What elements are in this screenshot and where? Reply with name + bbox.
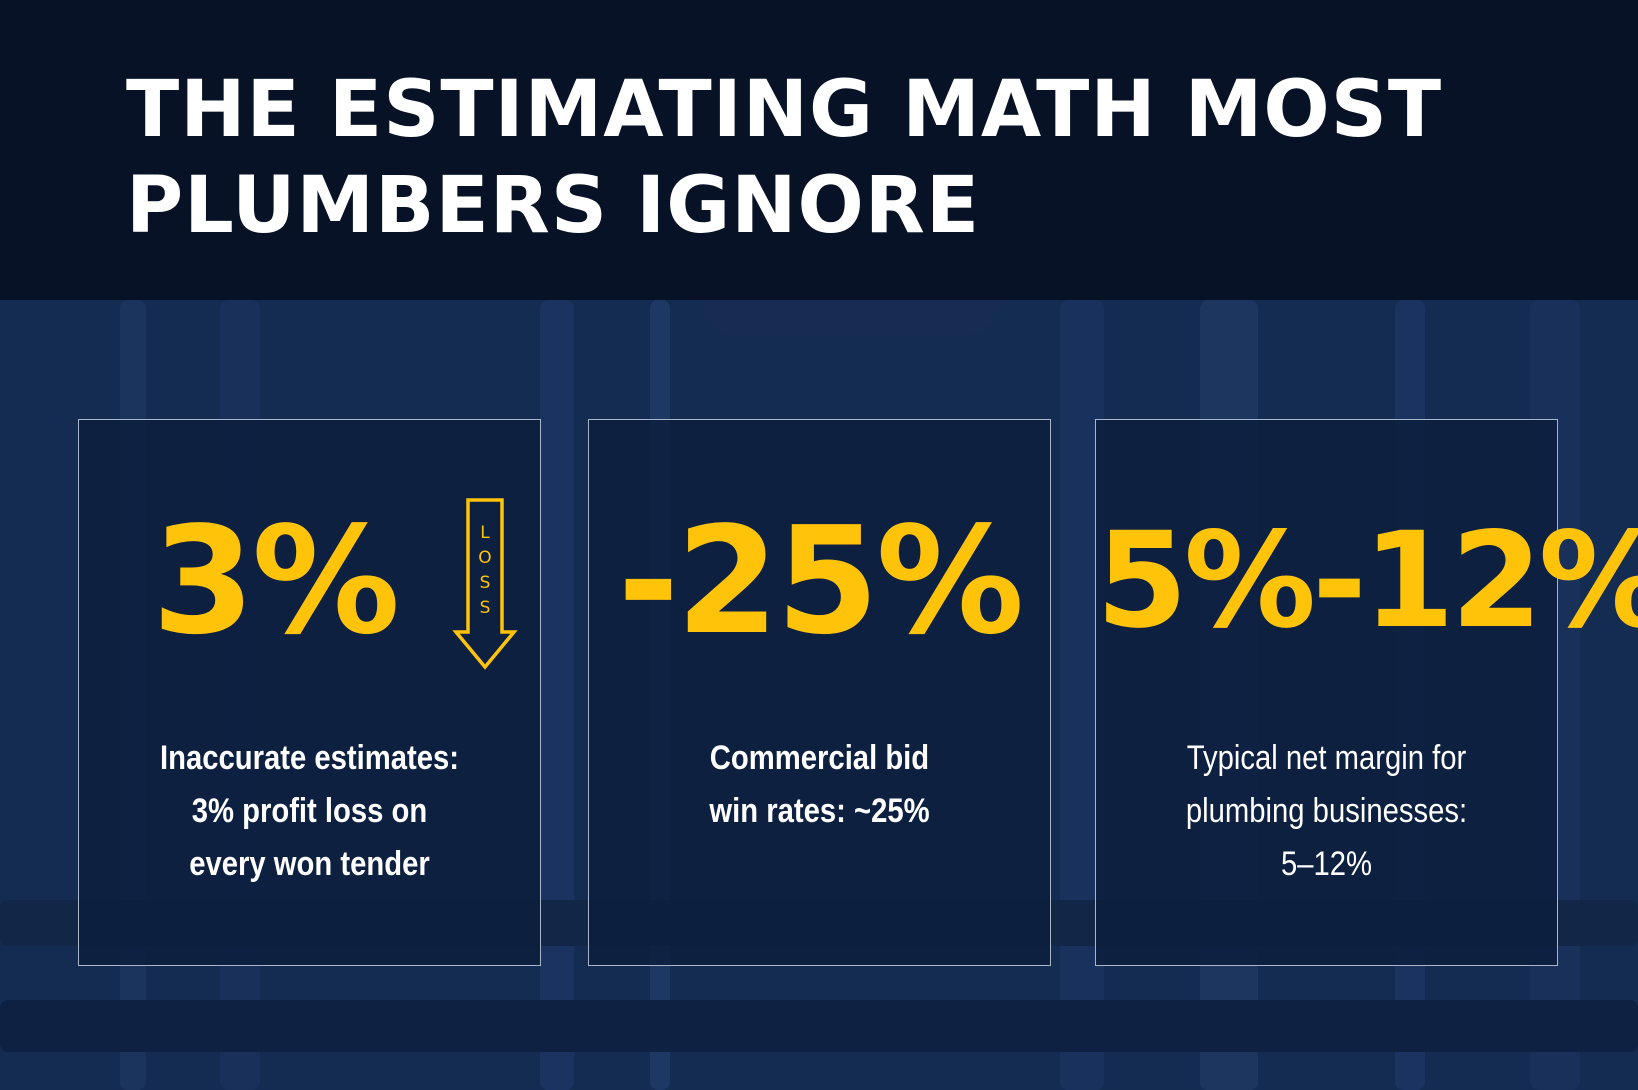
down-arrow-icon: L O S S bbox=[452, 498, 518, 670]
description-line: every won tender bbox=[189, 845, 430, 883]
title-line-2: PLUMBERS IGNORE bbox=[126, 161, 981, 251]
description-line: Commercial bid bbox=[709, 739, 930, 777]
stat-card-bid-win-rate: -25% Commercial bid win rates: ~25% bbox=[588, 419, 1051, 966]
header-banner: THE ESTIMATING MATH MOST PLUMBERS IGNORE bbox=[0, 0, 1638, 300]
stat-description: Typical net margin for plumbing business… bbox=[1137, 732, 1516, 891]
description-line: win rates: ~25% bbox=[709, 792, 930, 830]
loss-letter-o: O bbox=[478, 548, 491, 568]
stat-value: 5%-12% bbox=[1096, 504, 1638, 658]
description-line: Typical net margin for bbox=[1186, 739, 1467, 777]
stat-description: Commercial bid win rates: ~25% bbox=[630, 732, 1009, 838]
title-line-1: THE ESTIMATING MATH MOST bbox=[126, 65, 1443, 155]
description-line: 5–12% bbox=[1280, 845, 1373, 883]
stat-card-net-margin: 5%-12% Typical net margin for plumbing b… bbox=[1095, 419, 1638, 966]
stat-description: Inaccurate estimates: 3% profit loss on … bbox=[120, 732, 499, 891]
description-line: Inaccurate estimates: bbox=[159, 739, 460, 777]
description-line: plumbing businesses: bbox=[1185, 792, 1468, 830]
loss-letter-s1: S bbox=[480, 573, 491, 593]
stat-card-estimate-loss: 3% L O S S Inaccurate estimates: 3% prof… bbox=[78, 419, 541, 966]
loss-letter-s2: S bbox=[480, 598, 491, 618]
stat-value: 3% bbox=[151, 495, 400, 667]
stat-value: -25% bbox=[617, 495, 1025, 667]
page-title: THE ESTIMATING MATH MOST PLUMBERS IGNORE bbox=[126, 62, 1566, 254]
loss-letter-l: L bbox=[480, 523, 490, 543]
description-line: 3% profit loss on bbox=[191, 792, 428, 830]
